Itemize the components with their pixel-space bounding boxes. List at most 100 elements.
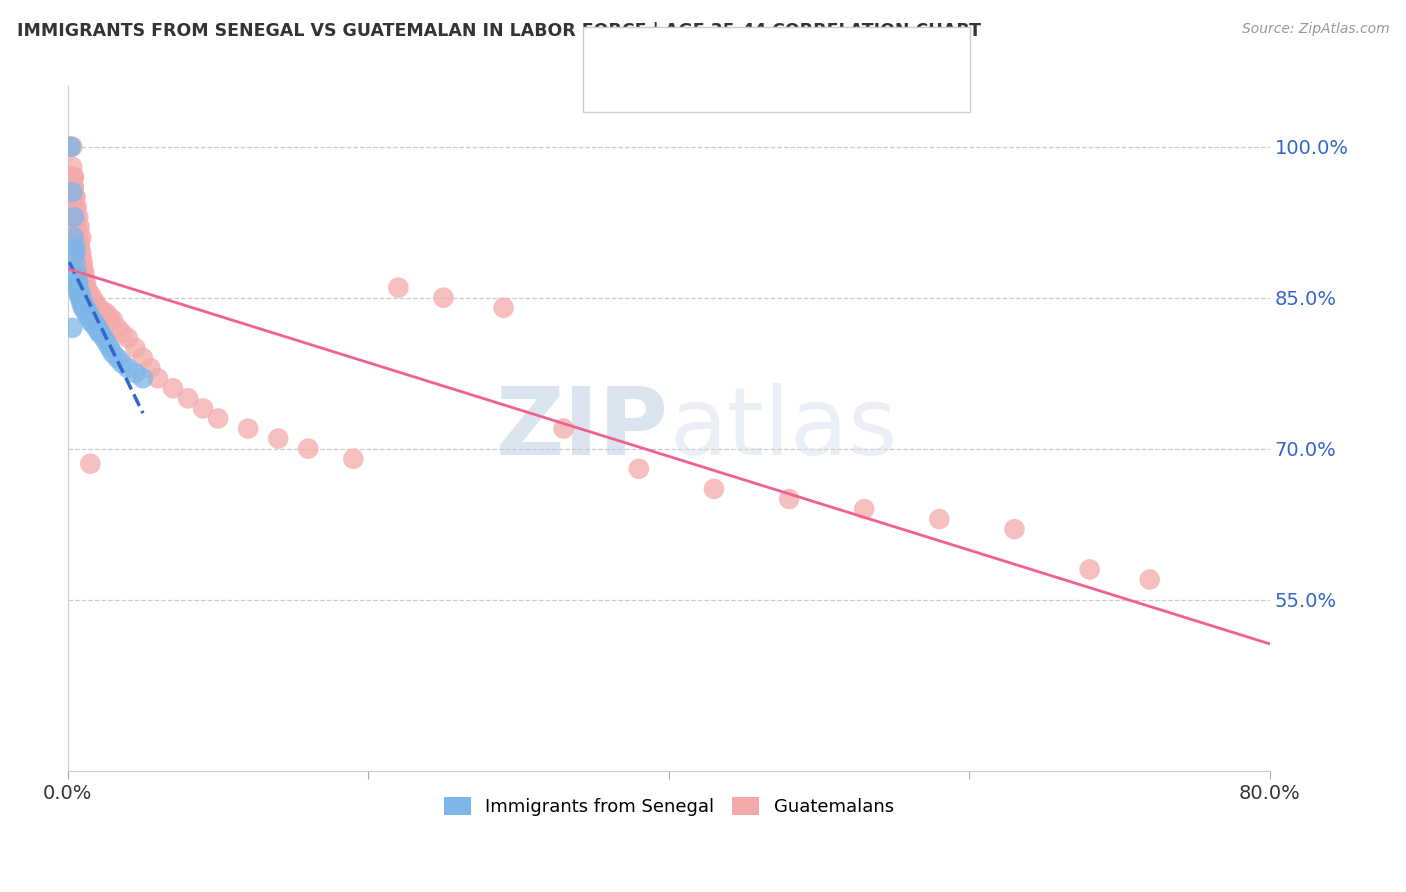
Point <box>87 301 110 315</box>
Text: ■: ■ <box>598 42 613 60</box>
Point <box>75 291 97 305</box>
Point <box>79 457 101 471</box>
Point <box>928 512 950 526</box>
Point <box>70 245 93 260</box>
Point <box>65 190 87 204</box>
Point <box>98 341 121 355</box>
Point <box>297 442 319 456</box>
Point <box>1078 562 1101 576</box>
Point <box>162 381 184 395</box>
Point <box>1139 573 1161 587</box>
Text: N =: N = <box>738 84 778 102</box>
Point <box>60 160 83 174</box>
Point <box>73 301 96 315</box>
Point <box>105 351 128 365</box>
Point <box>69 285 91 300</box>
Point <box>66 210 89 224</box>
Text: atlas: atlas <box>669 383 897 475</box>
Point <box>124 341 146 355</box>
Point <box>73 301 96 315</box>
Text: 0.425: 0.425 <box>665 42 721 60</box>
Point <box>553 421 575 435</box>
Point <box>67 280 90 294</box>
Point <box>67 276 90 290</box>
Point <box>70 251 93 265</box>
Point <box>76 306 98 320</box>
Point <box>96 336 118 351</box>
Point <box>67 285 90 300</box>
Point <box>65 190 87 204</box>
Point <box>105 321 128 335</box>
Point <box>70 295 93 310</box>
Point <box>63 210 86 224</box>
Text: IMMIGRANTS FROM SENEGAL VS GUATEMALAN IN LABOR FORCE | AGE 35-44 CORRELATION CHA: IMMIGRANTS FROM SENEGAL VS GUATEMALAN IN… <box>17 22 981 40</box>
Point <box>146 371 169 385</box>
Point <box>80 291 103 305</box>
Point <box>132 351 155 365</box>
Point <box>69 291 91 305</box>
Point <box>60 185 83 199</box>
Text: 50: 50 <box>785 42 810 60</box>
Point <box>267 432 290 446</box>
Point <box>177 392 200 406</box>
Point <box>90 302 112 317</box>
Point <box>73 270 96 285</box>
Point <box>79 287 101 301</box>
Point <box>69 240 91 254</box>
Point <box>117 331 139 345</box>
Point <box>82 316 104 330</box>
Point <box>65 245 87 260</box>
Point <box>93 331 115 345</box>
Point <box>59 140 82 154</box>
Point <box>101 313 124 327</box>
Point <box>778 491 800 506</box>
Text: R =: R = <box>619 84 658 102</box>
Point <box>80 316 103 330</box>
Point <box>1004 522 1026 536</box>
Point <box>101 346 124 360</box>
Point <box>70 230 93 244</box>
Point <box>387 280 409 294</box>
Point <box>72 295 94 310</box>
Point <box>72 295 94 310</box>
Point <box>86 298 108 312</box>
Point <box>63 180 86 194</box>
Point <box>70 291 93 305</box>
Point <box>63 169 86 184</box>
Point <box>69 285 91 300</box>
Point <box>83 295 105 310</box>
Text: R =: R = <box>619 42 658 60</box>
Point <box>124 366 146 380</box>
Point <box>63 169 86 184</box>
Point <box>67 225 90 239</box>
Point <box>75 301 97 315</box>
Point <box>77 310 100 325</box>
Point <box>65 200 87 214</box>
Point <box>98 310 121 325</box>
Point <box>70 291 93 305</box>
Point <box>63 230 86 244</box>
Point <box>72 301 94 315</box>
Point <box>77 306 100 320</box>
Point <box>72 255 94 269</box>
Point <box>93 305 115 319</box>
Point <box>65 240 87 254</box>
Point <box>69 235 91 250</box>
Point <box>853 502 876 516</box>
Point <box>342 451 364 466</box>
Point <box>72 295 94 310</box>
Point <box>191 401 214 416</box>
Point <box>72 260 94 275</box>
Text: -0.090: -0.090 <box>658 84 723 102</box>
Point <box>75 306 97 320</box>
Point <box>87 321 110 335</box>
Point <box>82 293 104 307</box>
Point <box>73 266 96 280</box>
Point <box>75 280 97 294</box>
Point <box>66 200 89 214</box>
Point <box>139 361 162 376</box>
Point <box>60 321 83 335</box>
Point <box>76 306 98 320</box>
Point <box>59 140 82 154</box>
Point <box>117 361 139 376</box>
